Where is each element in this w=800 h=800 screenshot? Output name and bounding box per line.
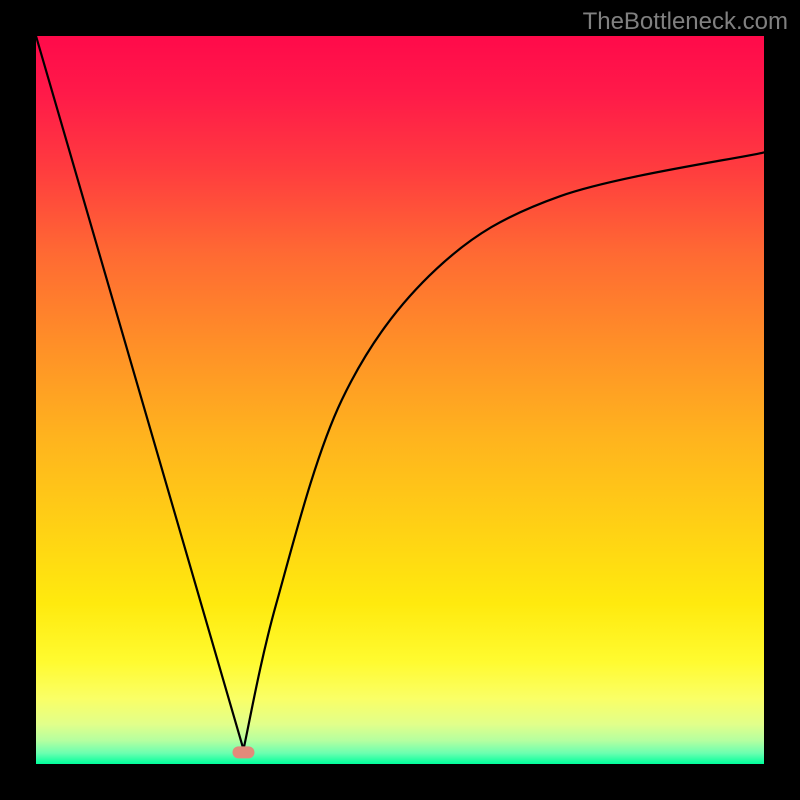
bottleneck-curve xyxy=(36,36,764,749)
optimum-marker xyxy=(232,746,254,758)
chart-frame: TheBottleneck.com xyxy=(0,0,800,800)
curve-overlay xyxy=(0,0,800,800)
